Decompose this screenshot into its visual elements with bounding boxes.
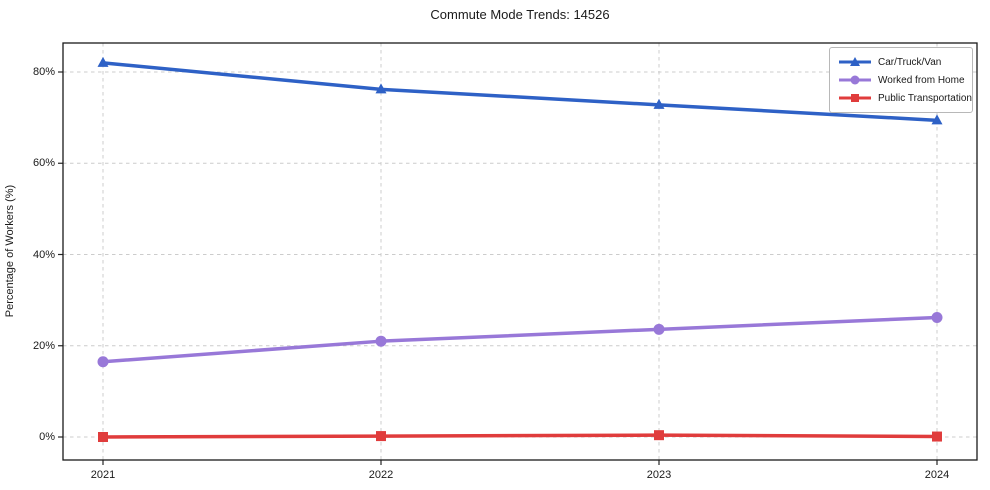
data-point-square [932,431,942,442]
series-line-car-truck-van [101,61,939,123]
y-tick-label: 80% [32,66,55,78]
legend-label: Public Transportation [878,92,972,104]
data-point-square [654,430,664,441]
y-tick-label: 20% [32,339,55,352]
legend-label: Worked from Home [878,74,965,86]
data-point-triangle [931,114,943,125]
data-point-triangle [653,98,665,109]
data-point-square [98,432,108,442]
series-line-worked-from-home [101,315,939,364]
legend-item: Public Transportation [838,89,972,107]
square-legend-swatch-icon [839,94,871,102]
legend-label: Car/Truck/Van [878,56,942,68]
data-point-circle [653,323,665,335]
data-point-square [376,431,386,442]
x-tick-label: 2021 [90,469,116,481]
y-tick-label: 0% [39,431,55,443]
y-tick-label: 40% [32,248,55,261]
data-point-circle [97,356,109,368]
series-line-public-transportation [101,433,939,439]
chart-title: Commute Mode Trends: 14526 [430,7,610,22]
data-point-circle [375,335,387,347]
triangle-legend-swatch-icon [839,57,871,66]
x-tick-label: 2022 [368,469,394,481]
x-tick-label: 2023 [646,469,672,481]
legend-item: Car/Truck/Van [838,53,966,71]
data-point-circle [931,311,943,323]
plot-frame [62,42,978,461]
data-point-triangle [97,56,109,67]
y-tick-label: 60% [32,157,55,170]
circle-legend-swatch-icon [839,75,871,85]
x-tick-label: 2024 [924,469,950,481]
chart-legend: Car/Truck/Van Worked from Home Public Tran… [829,47,973,113]
data-point-triangle [375,83,387,94]
legend-item: Worked from Home [838,71,966,89]
